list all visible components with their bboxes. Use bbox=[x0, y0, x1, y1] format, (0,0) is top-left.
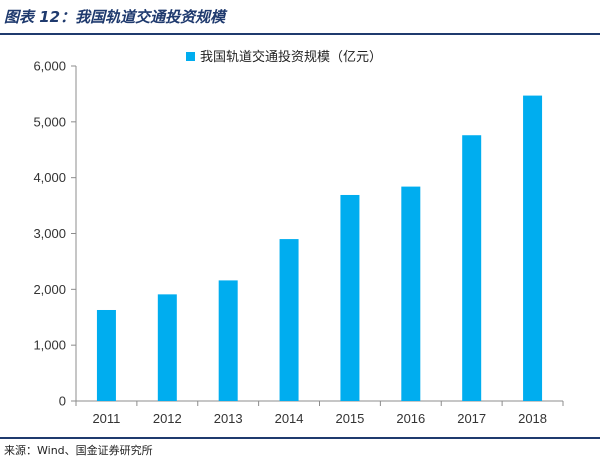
x-tick-label: 2017 bbox=[457, 411, 486, 426]
x-tick-label: 2014 bbox=[275, 411, 304, 426]
bar-2018 bbox=[523, 95, 543, 401]
bar-2013 bbox=[218, 280, 238, 401]
x-tick-labels: 2011 2012 2013 2014 2015 2016 2017 2018 bbox=[92, 411, 547, 426]
figure-title: 图表 12：我国轨道交通投资规模 bbox=[4, 8, 226, 26]
bar-2011 bbox=[96, 309, 116, 401]
bar-2014 bbox=[279, 239, 299, 401]
legend: 我国轨道交通投资规模（亿元） bbox=[186, 49, 382, 65]
x-tick-label: 2018 bbox=[518, 411, 547, 426]
x-tick-label: 2013 bbox=[214, 411, 243, 426]
x-tick-label: 2012 bbox=[153, 411, 182, 426]
bar-2017 bbox=[462, 135, 482, 401]
y-tick-label: 3,000 bbox=[33, 226, 66, 241]
y-tick-label: 1,000 bbox=[33, 338, 66, 353]
y-tick-label: 5,000 bbox=[33, 114, 66, 129]
title-rule bbox=[0, 33, 600, 35]
source-rule bbox=[0, 437, 600, 439]
bar-2015 bbox=[340, 194, 360, 401]
x-tick-label: 2015 bbox=[335, 411, 364, 426]
x-tick-label: 2016 bbox=[396, 411, 425, 426]
y-tick-label: 4,000 bbox=[33, 170, 66, 185]
y-tick-label: 6,000 bbox=[33, 59, 66, 74]
y-tick-label: 2,000 bbox=[33, 282, 66, 297]
y-tick-labels: 0 1,000 2,000 3,000 4,000 5,000 6,000 bbox=[33, 59, 66, 409]
legend-label: 我国轨道交通投资规模（亿元） bbox=[200, 49, 382, 65]
y-tick-label: 0 bbox=[59, 394, 66, 409]
source-note: 来源：Wind、国金证券研究所 bbox=[4, 444, 153, 457]
legend-swatch bbox=[186, 52, 195, 61]
x-tick-label: 2011 bbox=[92, 411, 120, 426]
axes bbox=[71, 65, 564, 406]
bar-2016 bbox=[401, 186, 421, 401]
bar-2012 bbox=[157, 294, 177, 401]
bars bbox=[96, 95, 543, 401]
